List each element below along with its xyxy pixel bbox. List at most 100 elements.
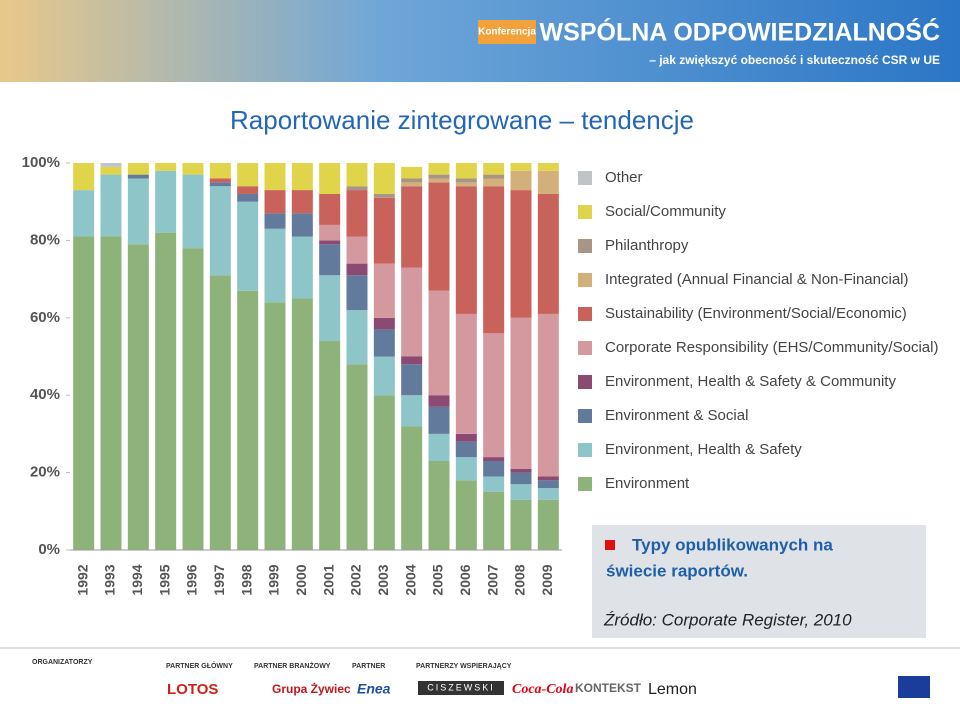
legend-swatch — [578, 443, 592, 457]
badge-bg — [478, 20, 536, 44]
bar-segment — [483, 174, 505, 179]
bar-segment — [401, 356, 423, 365]
bar-segment — [483, 476, 505, 492]
x-tick-label: 2000 — [293, 564, 309, 595]
bar-segment — [264, 228, 286, 303]
bar-segment — [428, 163, 450, 175]
bar-segment — [319, 275, 341, 342]
bar-segment — [264, 213, 286, 229]
bar-segment — [483, 457, 505, 461]
logo: KONTEKST — [575, 681, 642, 695]
x-tick-label: 2002 — [348, 564, 364, 595]
bar-segment — [319, 244, 341, 276]
y-tick-label: 60% — [30, 309, 60, 326]
x-tick-label: 1993 — [102, 564, 118, 595]
bar-segment — [510, 190, 532, 318]
bar-segment — [510, 468, 532, 473]
bar-segment — [182, 174, 204, 249]
bar-segment — [127, 174, 149, 179]
x-tick-label: 1998 — [238, 564, 254, 595]
bar-segment — [346, 236, 368, 264]
bar-segment — [428, 433, 450, 461]
bar-segment — [455, 457, 477, 481]
bar-segment — [537, 499, 559, 550]
x-tick-label: 2006 — [457, 564, 473, 595]
legend-label: Other — [605, 169, 643, 186]
badge: Konferencja — [478, 27, 536, 38]
bar-segment — [510, 163, 532, 171]
bar-segment — [237, 193, 259, 202]
bar-segment — [73, 163, 95, 191]
banner-title: WSPÓLNA ODPOWIEDZIALNOŚĆ — [540, 17, 940, 47]
y-tick-label: 40% — [30, 386, 60, 403]
note-line: świecie raportów. — [606, 561, 748, 580]
legend-label: Environment — [605, 475, 690, 492]
bar-segment — [428, 406, 450, 434]
footer-group: PARTNER GŁÓWNY — [166, 661, 233, 670]
bar-segment — [209, 275, 231, 550]
bar-segment — [346, 163, 368, 187]
legend-swatch — [578, 171, 592, 185]
bar-segment — [510, 317, 532, 469]
bar-segment — [373, 263, 395, 318]
x-tick-label: 2007 — [484, 564, 500, 595]
footer-group: ORGANIZATORZY — [32, 659, 93, 666]
legend-swatch — [578, 477, 592, 491]
bar-segment — [373, 395, 395, 550]
bar-segment — [537, 163, 559, 171]
bar-segment — [455, 433, 477, 442]
bar-segment — [237, 290, 259, 550]
logo: Lemon — [648, 681, 697, 698]
bar-segment — [401, 186, 423, 268]
x-tick-label: 2003 — [375, 564, 391, 595]
bar-segment — [100, 174, 122, 237]
bar-segment — [483, 460, 505, 477]
bullet — [605, 540, 615, 550]
bar-segment — [127, 244, 149, 550]
bar-segment — [455, 178, 477, 183]
note-source: Źródło: Corporate Register, 2010 — [603, 610, 852, 629]
bar-segment — [346, 190, 368, 237]
bar-segment — [510, 170, 532, 191]
bar-segment — [373, 356, 395, 396]
bar-segment — [537, 480, 559, 489]
note-box — [592, 525, 926, 638]
x-tick-label: 2001 — [320, 564, 336, 595]
bar-segment — [237, 163, 259, 187]
bar-segment — [346, 310, 368, 365]
footer-group: PARTNER BRANŻOWY — [254, 662, 331, 670]
bar-segment — [455, 186, 477, 314]
x-tick-label: 1997 — [211, 564, 227, 595]
bar-segment — [209, 178, 231, 183]
x-tick-label: 1995 — [156, 564, 172, 595]
x-tick-label: 2005 — [430, 564, 446, 595]
bar-segment — [428, 178, 450, 183]
bar-segment — [455, 480, 477, 550]
bar-segment — [237, 201, 259, 291]
y-tick-label: 80% — [30, 231, 60, 248]
bar-segment — [209, 182, 231, 187]
bar-segment — [373, 193, 395, 198]
bar-segment — [483, 333, 505, 458]
logo: LOTOS — [167, 681, 218, 698]
x-tick-label: 1996 — [184, 564, 200, 595]
bar-segment — [209, 186, 231, 276]
logo: Coca-Cola — [512, 682, 573, 697]
bar-segment — [401, 395, 423, 427]
x-tick-label: 2009 — [539, 564, 555, 595]
y-tick-label: 100% — [22, 154, 60, 171]
bar-segment — [73, 236, 95, 550]
y-tick-label: 20% — [30, 464, 60, 481]
note-line: Typy opublikowanych na — [632, 535, 833, 554]
legend-label: Corporate Responsibility (EHS/Community/… — [605, 339, 938, 356]
bar-segment — [155, 163, 177, 171]
x-tick-label: 2008 — [512, 564, 528, 595]
bar-segment — [291, 298, 313, 550]
bar-segment — [264, 302, 286, 550]
legend-swatch — [578, 205, 592, 219]
bar-segment — [455, 313, 477, 434]
footer-group: PARTNERZY WSPIERAJĄCY — [416, 663, 512, 670]
bar-segment — [127, 178, 149, 245]
bar-segment — [346, 275, 368, 311]
bar-segment — [537, 313, 559, 477]
